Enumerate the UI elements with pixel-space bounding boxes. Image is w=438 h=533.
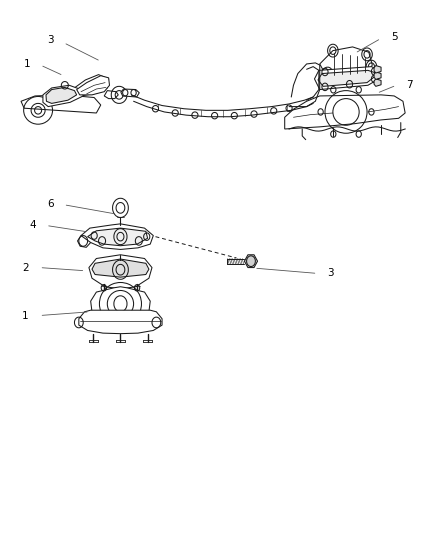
Text: 7: 7: [406, 80, 413, 90]
Text: 3: 3: [47, 35, 54, 45]
Polygon shape: [285, 95, 405, 129]
Polygon shape: [318, 70, 374, 86]
Text: 1: 1: [22, 311, 29, 320]
Polygon shape: [69, 75, 109, 96]
Polygon shape: [88, 228, 148, 246]
Text: 5: 5: [391, 33, 398, 42]
Polygon shape: [92, 259, 149, 277]
Text: 1: 1: [24, 59, 31, 69]
Text: 2: 2: [22, 263, 29, 272]
Polygon shape: [104, 91, 118, 99]
Polygon shape: [81, 224, 153, 249]
Polygon shape: [79, 310, 162, 334]
Polygon shape: [314, 67, 379, 90]
Polygon shape: [374, 79, 381, 86]
Polygon shape: [244, 255, 258, 268]
Text: 4: 4: [29, 220, 36, 230]
Polygon shape: [374, 66, 381, 73]
Polygon shape: [46, 87, 77, 103]
Text: 3: 3: [327, 269, 334, 278]
Polygon shape: [77, 76, 110, 95]
Polygon shape: [374, 72, 381, 79]
Polygon shape: [121, 89, 139, 97]
Polygon shape: [21, 95, 101, 113]
Polygon shape: [43, 85, 83, 107]
Polygon shape: [91, 287, 150, 321]
Text: 6: 6: [47, 199, 54, 208]
Polygon shape: [89, 255, 152, 289]
Polygon shape: [320, 47, 372, 80]
